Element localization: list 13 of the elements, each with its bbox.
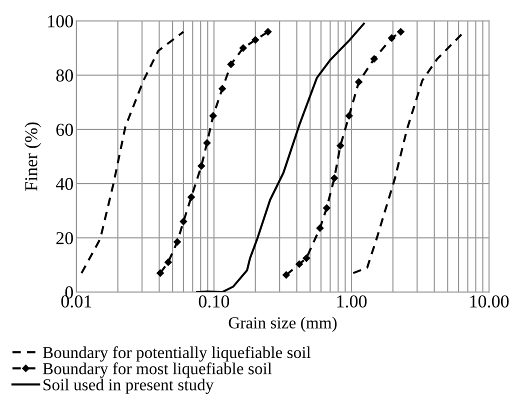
x-tick-label: 1.00 — [337, 295, 367, 308]
legend-label: Boundary for potentially liquefiable soil — [42, 346, 311, 362]
y-tick-label: 20 — [56, 232, 73, 244]
x-tick-label: 0.10 — [198, 295, 230, 308]
x-tick-label: 10.00 — [470, 295, 509, 308]
x-axis-title: Grain size (mm) — [228, 316, 337, 332]
legend-label: Soil used in present study — [44, 378, 214, 394]
y-tick-label: 80 — [56, 69, 73, 82]
y-tick-label: 60 — [56, 124, 73, 136]
legend-label: Boundary for most liquefiable soil — [42, 362, 272, 378]
y-tick-label: 100 — [48, 15, 73, 28]
y-axis-title: Finer (%) — [24, 122, 41, 191]
y-tick-label: 40 — [56, 178, 73, 190]
